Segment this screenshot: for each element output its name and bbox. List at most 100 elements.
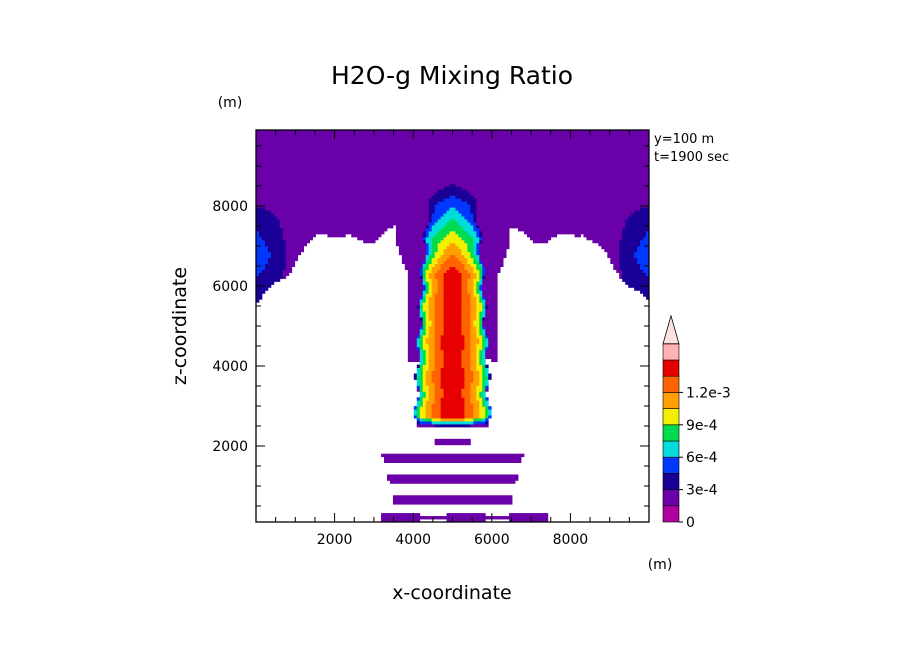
contour-cell: [470, 323, 474, 327]
contour-cell: [419, 337, 424, 342]
contour-cell: [634, 254, 650, 259]
contour-cell: [437, 290, 444, 294]
contour-cell: [476, 251, 480, 256]
contour-cell: [407, 299, 421, 303]
contour-cell: [431, 245, 439, 250]
contour-cell: [470, 400, 480, 404]
contour-cell: [473, 251, 477, 256]
x-unit-label: (m): [648, 557, 673, 573]
contour-cell: [407, 349, 421, 354]
contour-cell: [256, 260, 269, 265]
contour-cell: [413, 415, 418, 419]
contour-cell: [419, 343, 424, 348]
contour-cell: [407, 287, 424, 291]
contour-cell: [422, 400, 427, 404]
contour-cell: [479, 394, 483, 398]
contour-cell: [425, 382, 436, 386]
contour-cell: [622, 236, 644, 241]
contour-cell: [476, 394, 480, 398]
contour-cell: [416, 412, 421, 416]
contour-cell: [416, 346, 421, 351]
contour-cell: [425, 290, 430, 294]
contour-cell: [479, 233, 483, 238]
contour-cell: [416, 403, 421, 407]
contour-cell: [464, 382, 471, 386]
contour-cell: [416, 388, 421, 392]
contour-cell: [482, 361, 486, 366]
contour-cell: [425, 415, 433, 419]
contour-cell: [479, 352, 483, 357]
contour-cell: [416, 343, 421, 348]
contour-cell: [470, 367, 477, 371]
contour-cell: [443, 317, 462, 321]
contour-cell: [431, 409, 441, 413]
contour-cell: [428, 272, 436, 276]
contour-cell: [479, 225, 626, 229]
contour-cell: [464, 228, 474, 232]
contour-cell: [476, 230, 480, 235]
contour-cell: [610, 260, 620, 265]
contour-cell: [470, 317, 477, 321]
contour-cell: [622, 233, 647, 238]
contour-cell: [443, 293, 462, 297]
contour-cell: [416, 340, 421, 345]
contour-cell: [282, 236, 313, 241]
contour-cell: [422, 373, 427, 377]
contour-cell: [437, 230, 450, 235]
contour-cell: [422, 302, 430, 306]
contour-cell: [482, 308, 486, 312]
contour-cell: [434, 358, 444, 363]
contour-cell: [485, 379, 489, 383]
contour-cell: [413, 409, 418, 413]
contour-cell: [422, 376, 427, 380]
contour-cell: [479, 251, 507, 256]
contour-cell: [485, 308, 498, 312]
contour-cell: [407, 340, 418, 345]
contour-cell: [470, 302, 477, 306]
contour-cell: [434, 320, 444, 324]
contour-cell: [434, 355, 444, 360]
contour-cell: [485, 266, 501, 270]
contour-cell: [407, 317, 421, 321]
contour-cell: [479, 415, 486, 419]
contour-cell: [428, 204, 436, 208]
contour-cell: [482, 373, 486, 377]
contour-cell: [428, 251, 433, 256]
contour-cell: [422, 331, 427, 336]
contour-cell: [431, 320, 436, 324]
contour-cell: [256, 290, 266, 294]
contour-cell: [416, 415, 421, 419]
contour-cell: [479, 245, 510, 250]
contour-cell: [473, 415, 480, 419]
contour-cell: [428, 308, 436, 312]
contour-cell: [634, 251, 650, 256]
contour-cell: [461, 293, 471, 297]
contour-cell: [443, 391, 462, 395]
contour-cell: [488, 376, 492, 380]
contour-cell: [479, 239, 483, 244]
contour-cell: [461, 287, 468, 291]
contour-cell: [473, 406, 480, 410]
contour-cell: [395, 230, 424, 235]
contour-cell: [431, 284, 439, 288]
contour-cell: [461, 198, 477, 202]
contour-cell: [425, 257, 430, 262]
contour-cell: [416, 406, 421, 410]
contour-cell: [479, 230, 483, 235]
contour-cell: [428, 207, 436, 211]
contour-cell: [479, 400, 483, 404]
contour-cell: [419, 305, 424, 309]
contour-cell: [619, 254, 635, 259]
contour-cell: [425, 228, 433, 232]
contour-cell: [640, 239, 650, 244]
contour-cell: [482, 281, 498, 285]
contour-cell: [440, 400, 465, 404]
contour-cell: [610, 257, 620, 262]
contour-cell: [425, 373, 433, 377]
contour-cell: [479, 358, 483, 363]
contour-cell: [482, 263, 504, 268]
contour-cell: [270, 210, 430, 214]
contour-cell: [482, 239, 510, 244]
contour-cell: [434, 192, 471, 196]
contour-cell: [488, 337, 498, 342]
